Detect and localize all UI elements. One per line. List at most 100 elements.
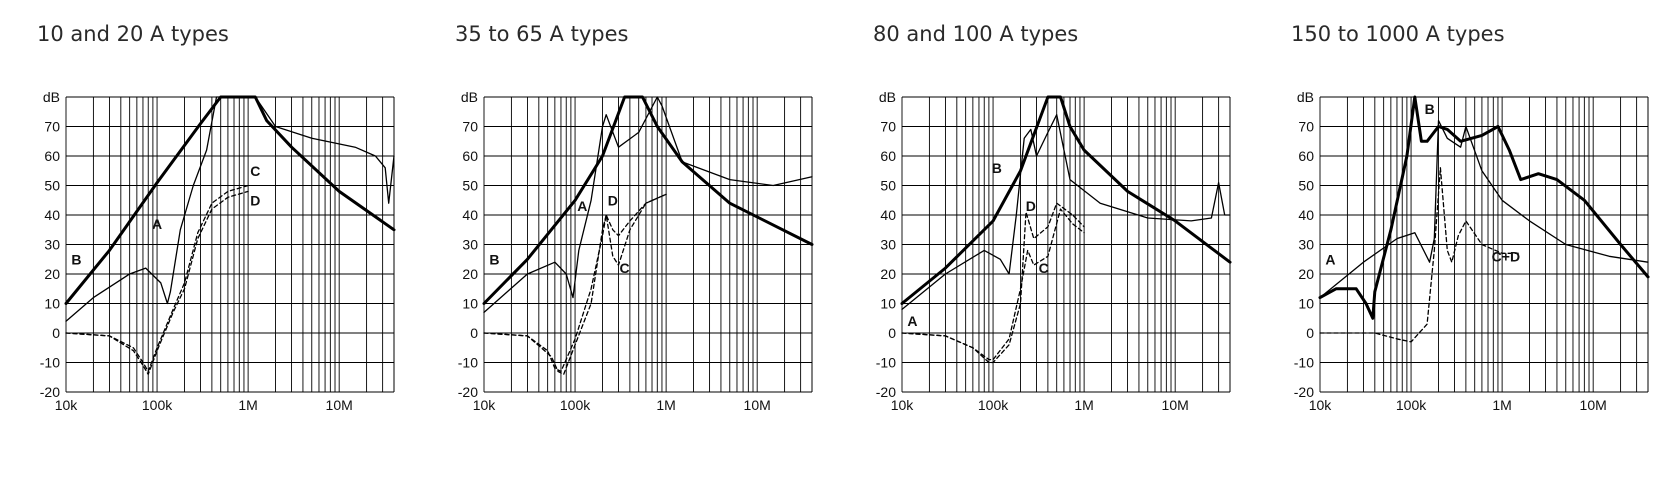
x-tick-label: 10M <box>1580 397 1607 413</box>
chart-title: 150 to 1000 A types <box>1291 22 1505 46</box>
chart-panel-2: 35 to 65 A types -20 -10 0 10 20 30 40 50 60 70 dB… <box>418 0 838 486</box>
series-line-d <box>65 190 249 375</box>
series-line-a <box>65 96 395 322</box>
y-tick-label: -20 <box>1294 384 1314 400</box>
y-tick-label: 30 <box>1298 237 1314 253</box>
y-axis-label: dB <box>879 89 896 105</box>
y-tick-label: 70 <box>1298 119 1314 135</box>
y-tick-label: 30 <box>880 237 896 253</box>
grid <box>901 96 1231 393</box>
series-line-cd <box>1319 167 1519 343</box>
y-tick-label: 60 <box>462 148 478 164</box>
y-tick-label: 60 <box>44 148 60 164</box>
chart-title: 80 and 100 A types <box>873 22 1079 46</box>
grid <box>483 96 813 393</box>
series-line-d <box>483 193 667 373</box>
x-tick-label: 1M <box>1492 397 1511 413</box>
x-tick-label: 100k <box>978 397 1009 413</box>
y-axis-label: dB <box>461 89 478 105</box>
series-line-c <box>483 193 667 375</box>
y-tick-label: 20 <box>44 266 60 282</box>
x-tick-label: 10M <box>1162 397 1189 413</box>
y-tick-label: 20 <box>880 266 896 282</box>
grid <box>65 96 395 393</box>
y-tick-label: 50 <box>44 178 60 194</box>
y-tick-label: 0 <box>470 325 478 341</box>
series-annotation: A <box>152 216 162 232</box>
chart-panel-4: 150 to 1000 A types -20 -10 0 10 20 30 40 50 60 7… <box>1254 0 1674 486</box>
chart-svg: -20 -10 0 10 20 30 40 50 60 70 dB 10k 100k 1M 10M B A D C <box>458 89 814 413</box>
series-line-b <box>64 95 396 305</box>
y-tick-label: 10 <box>44 296 60 312</box>
x-tick-label: 100k <box>1396 397 1427 413</box>
series-annotation: A <box>907 313 917 329</box>
series-annotation: B <box>71 251 81 267</box>
series-annotation: C <box>1039 260 1049 276</box>
y-tick-label: 20 <box>1298 266 1314 282</box>
x-tick-label: 1M <box>1074 397 1093 413</box>
series-annotation: C+D <box>1492 248 1520 264</box>
y-tick-label: 40 <box>880 207 896 223</box>
series-annotation: B <box>1425 101 1435 117</box>
x-tick-label: 10k <box>1309 397 1333 413</box>
y-tick-label: 70 <box>44 119 60 135</box>
y-tick-label: 0 <box>52 325 60 341</box>
x-tick-label: 100k <box>142 397 173 413</box>
y-tick-label: 10 <box>880 296 896 312</box>
y-tick-label: 0 <box>888 325 896 341</box>
series-annotation: B <box>489 251 499 267</box>
y-tick-label: 70 <box>462 119 478 135</box>
series-annotation: D <box>608 192 618 208</box>
series-line-d <box>901 202 1085 364</box>
x-tick-label: 10k <box>55 397 79 413</box>
y-tick-label: -20 <box>876 384 896 400</box>
series-line-b <box>1318 95 1650 320</box>
y-tick-label: -10 <box>458 355 478 371</box>
series-line-b <box>900 95 1232 305</box>
chart-panel-3: 80 and 100 A types -20 -10 0 10 20 30 40 50 60 70… <box>836 0 1256 486</box>
y-tick-label: -20 <box>458 384 478 400</box>
y-tick-label: 40 <box>44 207 60 223</box>
chart-svg: -20 -10 0 10 20 30 40 50 60 70 dB 10k 100k 1M 10M A B C+D <box>1294 89 1650 413</box>
y-tick-label: -10 <box>876 355 896 371</box>
y-tick-label: 40 <box>1298 207 1314 223</box>
y-tick-label: 50 <box>880 178 896 194</box>
y-axis-label: dB <box>43 89 60 105</box>
y-tick-label: 20 <box>462 266 478 282</box>
y-tick-label: -10 <box>40 355 60 371</box>
chart-svg: -20 -10 0 10 20 30 40 50 60 70 dB 10k 100k 1M 10M B A CD <box>40 89 396 413</box>
series-line-a <box>1319 119 1649 299</box>
x-tick-label: 100k <box>560 397 591 413</box>
y-tick-label: 30 <box>44 237 60 253</box>
y-tick-label: 10 <box>1298 296 1314 312</box>
grid <box>1319 96 1649 393</box>
x-tick-label: 10M <box>744 397 771 413</box>
y-tick-label: 70 <box>880 119 896 135</box>
y-tick-label: 30 <box>462 237 478 253</box>
y-tick-label: 0 <box>1306 325 1314 341</box>
series-line-a <box>483 96 813 314</box>
chart-panel-1: 10 and 20 A types -20 -10 0 10 20 30 40 50 60 70 d… <box>0 0 420 486</box>
chart-title: 10 and 20 A types <box>37 22 229 46</box>
x-tick-label: 10k <box>891 397 915 413</box>
y-tick-label: 60 <box>1298 148 1314 164</box>
y-tick-label: -10 <box>1294 355 1314 371</box>
y-tick-label: 60 <box>880 148 896 164</box>
y-tick-label: -20 <box>40 384 60 400</box>
series-annotation: C <box>620 260 630 276</box>
y-tick-label: 40 <box>462 207 478 223</box>
series-line-c <box>65 184 249 373</box>
series-annotation: B <box>992 160 1002 176</box>
chart-title: 35 to 65 A types <box>455 22 629 46</box>
x-tick-label: 1M <box>656 397 675 413</box>
y-tick-label: 50 <box>1298 178 1314 194</box>
series-annotation: A <box>577 198 587 214</box>
y-tick-label: 10 <box>462 296 478 312</box>
x-tick-label: 10k <box>473 397 497 413</box>
chart-svg: -20 -10 0 10 20 30 40 50 60 70 dB 10k 100k 1M 10M A B D C <box>876 89 1232 413</box>
y-axis-label: dB <box>1297 89 1314 105</box>
series-annotation: D <box>1026 198 1036 214</box>
y-tick-label: 50 <box>462 178 478 194</box>
x-tick-label: 10M <box>326 397 353 413</box>
series-line-a <box>901 114 1231 311</box>
